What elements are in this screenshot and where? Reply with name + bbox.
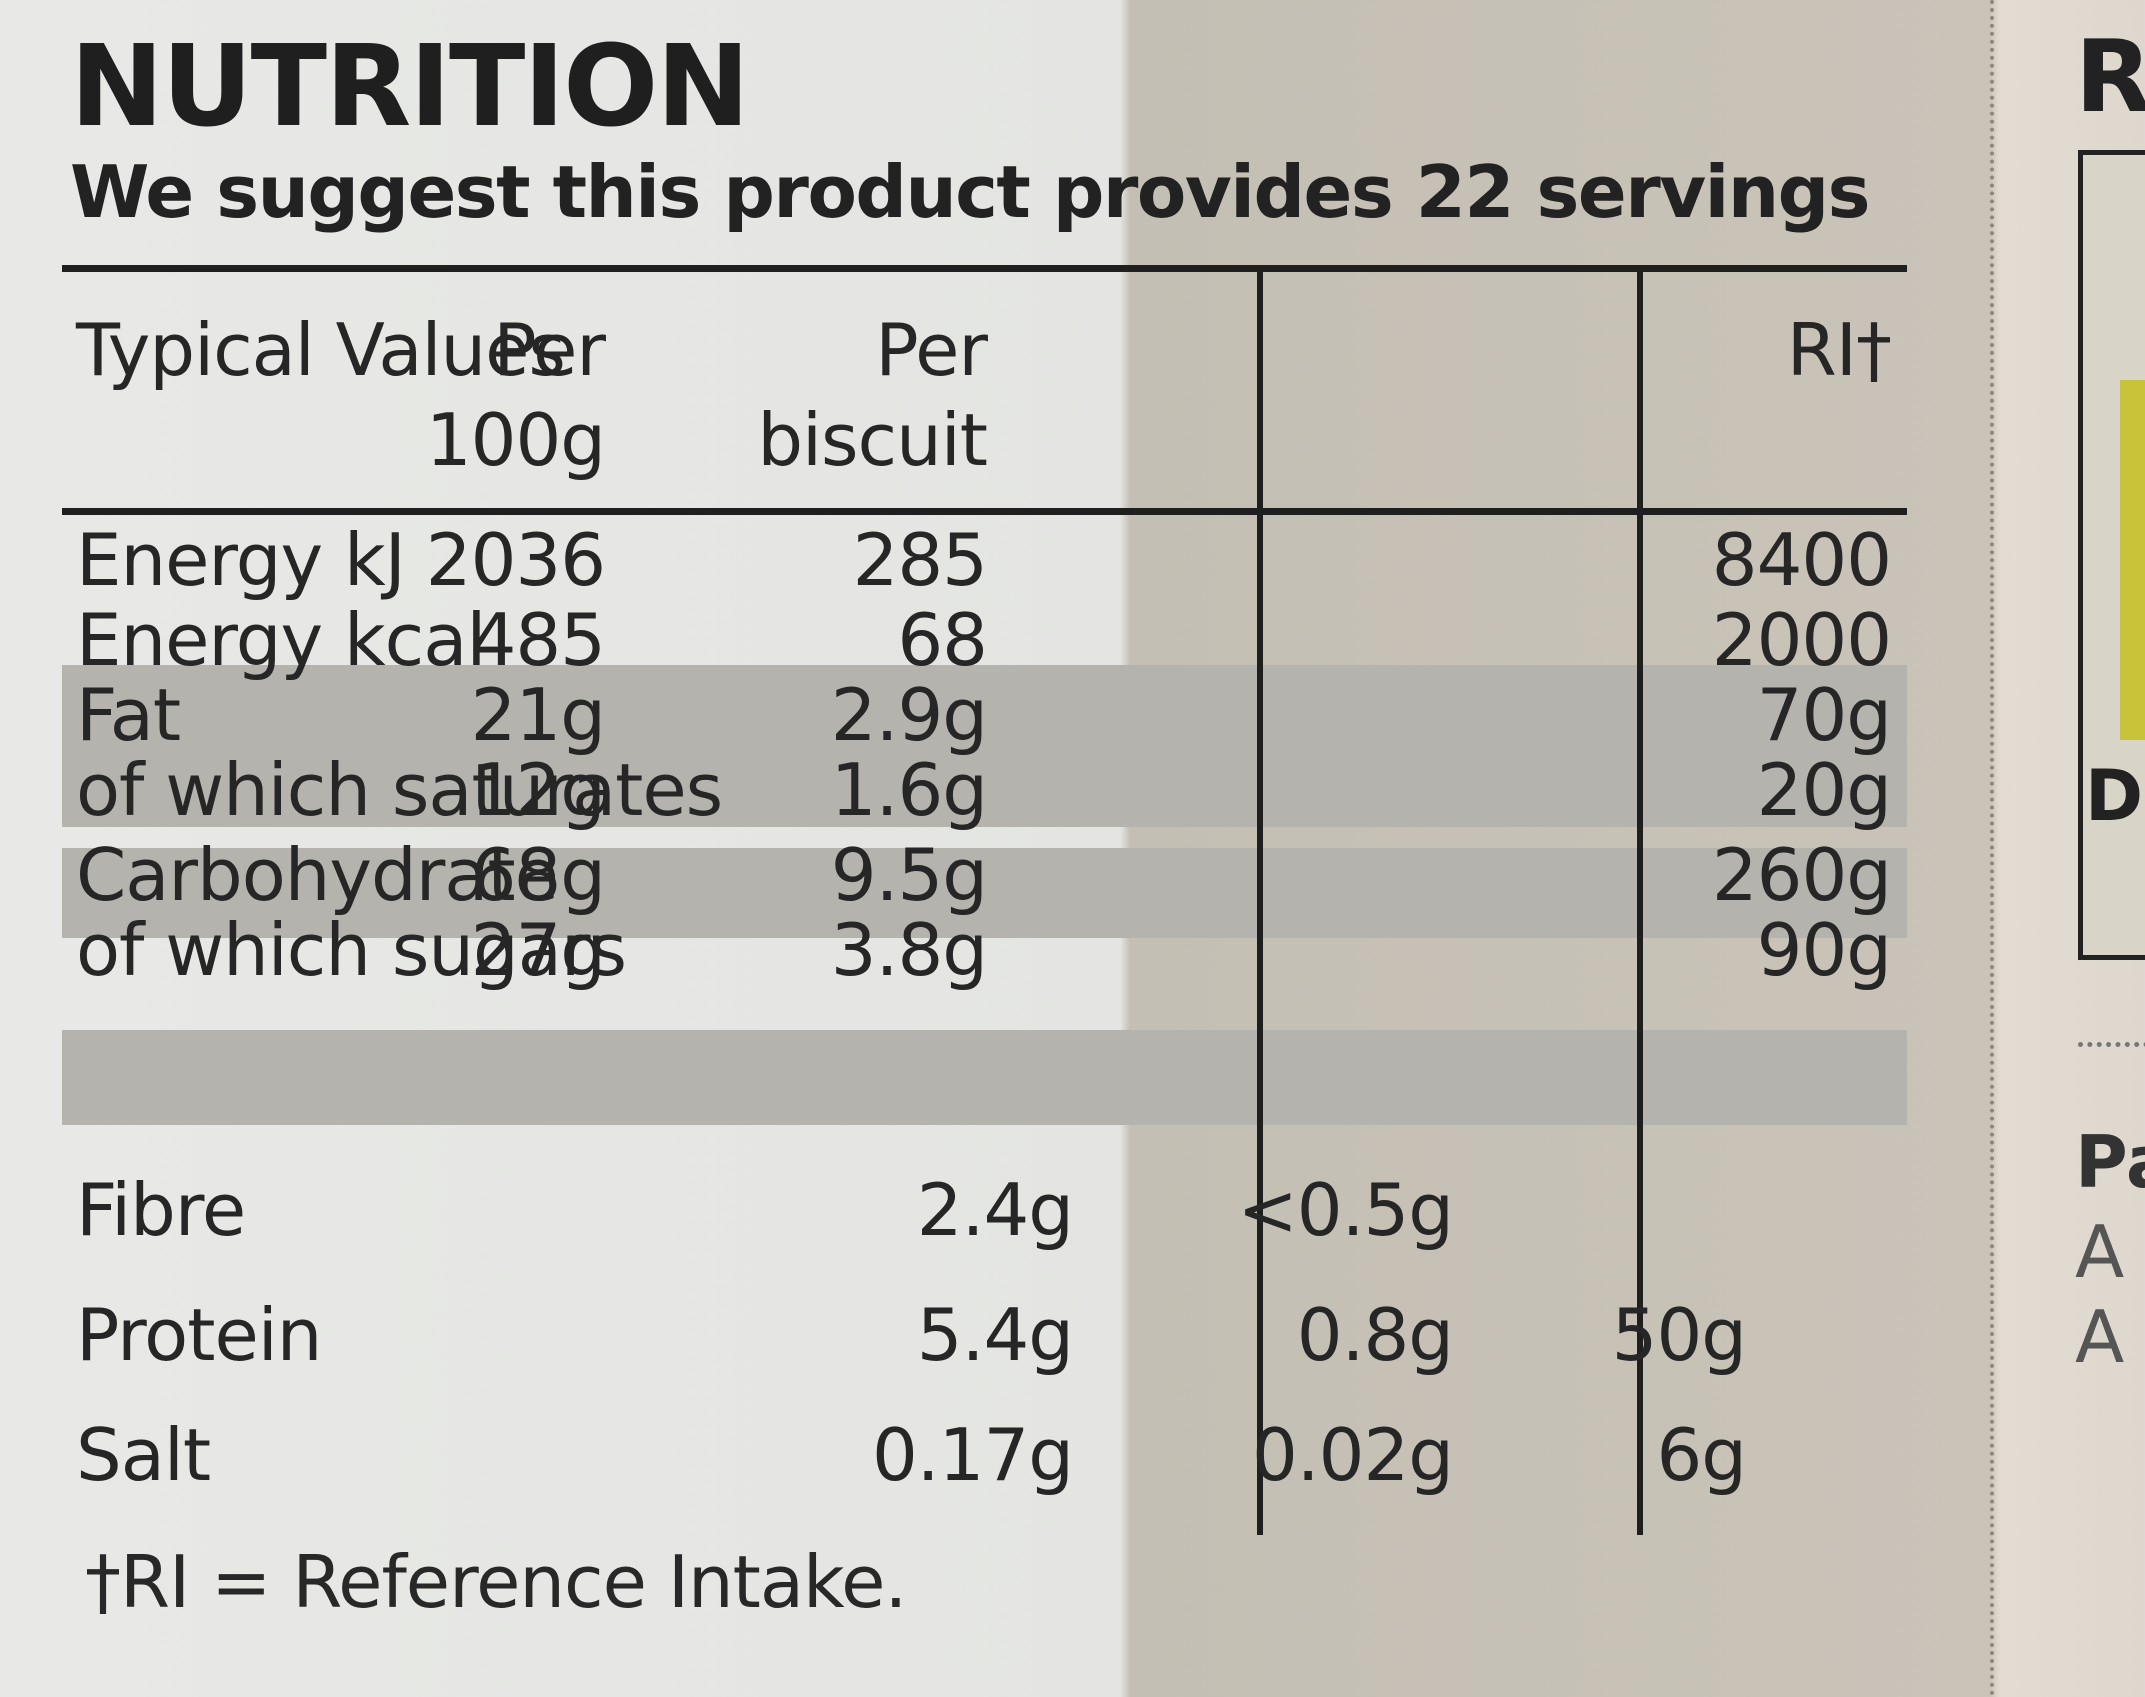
adjacent-panel	[1990, 0, 2145, 1697]
row-label: Salt	[76, 1413, 211, 1497]
row-perbiscuit: 285	[852, 518, 988, 602]
adjacent-green-block	[2120, 380, 2145, 740]
row-per100: 21g	[470, 673, 606, 757]
column-divider-2	[1637, 265, 1643, 1535]
adjacent-text-pa: Pa	[2075, 1120, 2145, 1204]
row-ri: 70g	[1756, 673, 1892, 757]
row-perbiscuit: 1.6g	[830, 748, 988, 832]
adjacent-divider	[2078, 1042, 2145, 1047]
row-per100: 485	[470, 598, 606, 682]
row-per100: 2036	[425, 518, 606, 602]
shade-band-fibre	[62, 848, 1907, 938]
adjacent-box-letter: D	[2085, 755, 2144, 837]
shade-band-fat	[62, 665, 1907, 827]
header-perbiscuit-line1: Per	[875, 308, 988, 392]
header-ri: RI†	[1786, 308, 1892, 392]
row-perbiscuit: <0.5g	[1237, 1168, 1454, 1252]
row-label: Fat	[76, 673, 181, 757]
adjacent-text-a1: A	[2075, 1210, 2125, 1294]
row-label: Energy kcal	[76, 598, 486, 682]
adjacent-heading-fragment: R	[2075, 18, 2145, 135]
row-ri: 6g	[1656, 1413, 1747, 1497]
row-ri: 90g	[1756, 908, 1892, 992]
row-perbiscuit: 0.02g	[1251, 1413, 1454, 1497]
row-per100: 68g	[470, 833, 606, 917]
adjacent-text-a2: A	[2075, 1295, 2125, 1379]
column-divider-1	[1257, 265, 1263, 1535]
row-ri: 50g	[1611, 1293, 1747, 1377]
row-label: of which sugars	[76, 908, 627, 992]
nutrition-title: NUTRITION	[70, 22, 750, 152]
row-per100: 12g	[470, 748, 606, 832]
row-label: Carbohydrate	[76, 833, 559, 917]
header-per100-line1: Per	[493, 308, 606, 392]
row-perbiscuit: 0.8g	[1296, 1293, 1454, 1377]
header-bottom-rule	[62, 508, 1907, 515]
nutrition-label: NUTRITION We suggest this product provid…	[62, 22, 1907, 1624]
row-ri: 260g	[1711, 833, 1892, 917]
row-ri: 20g	[1756, 748, 1892, 832]
shade-band-salt	[62, 1030, 1907, 1125]
row-label: Protein	[76, 1293, 322, 1377]
row-perbiscuit: 2.9g	[830, 673, 988, 757]
row-label: Fibre	[76, 1168, 246, 1252]
row-per100: 5.4g	[916, 1293, 1074, 1377]
header-per100-line2: 100g	[425, 398, 606, 482]
row-perbiscuit: 9.5g	[830, 833, 988, 917]
row-perbiscuit: 68	[897, 598, 988, 682]
row-ri: 2000	[1711, 598, 1892, 682]
row-perbiscuit: 3.8g	[830, 908, 988, 992]
nutrition-table: Typical Values Per 100g Per biscuit RI† …	[62, 265, 1907, 1535]
header-perbiscuit-line2: biscuit	[757, 398, 988, 482]
row-label: of which saturates	[76, 748, 723, 832]
ri-footnote: †RI = Reference Intake.	[85, 1540, 907, 1624]
row-label: Energy kJ	[76, 518, 406, 602]
table-top-rule	[62, 265, 1907, 272]
servings-note: We suggest this product provides 22 serv…	[70, 150, 1871, 234]
row-per100: 0.17g	[871, 1413, 1074, 1497]
header-typical-values: Typical Values	[76, 308, 566, 392]
row-ri: 8400	[1711, 518, 1892, 602]
row-per100: 27g	[470, 908, 606, 992]
row-per100: 2.4g	[916, 1168, 1074, 1252]
